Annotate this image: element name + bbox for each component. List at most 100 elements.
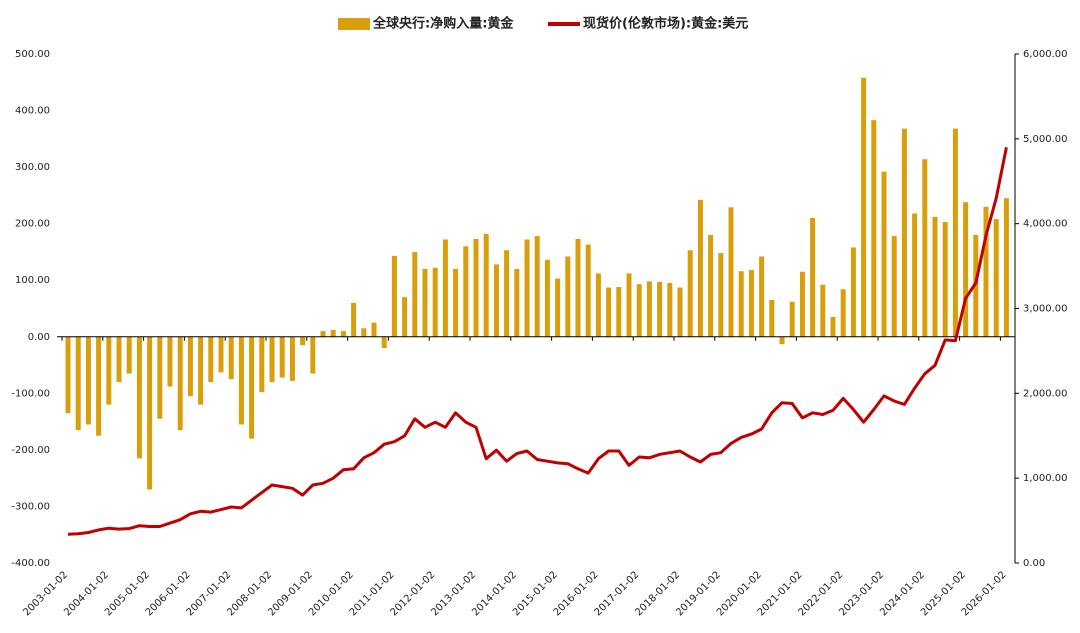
bar <box>952 128 958 337</box>
bar <box>483 233 489 337</box>
bar <box>901 128 907 337</box>
price-line <box>67 147 1008 536</box>
bar <box>524 239 530 337</box>
bar <box>289 336 295 381</box>
bar <box>320 331 326 337</box>
bar <box>922 159 928 337</box>
bar <box>636 284 642 337</box>
bar <box>677 287 683 337</box>
bar <box>963 202 969 337</box>
y-tick-label: -100.00 <box>11 388 50 399</box>
y-tick-label: -300.00 <box>11 501 50 512</box>
bar <box>810 218 816 337</box>
bar <box>799 271 805 337</box>
bar <box>983 206 989 337</box>
bar <box>973 234 979 337</box>
bar <box>595 273 601 337</box>
bar <box>330 329 336 337</box>
bar <box>65 336 71 414</box>
bar <box>728 207 734 337</box>
bar <box>75 336 81 431</box>
bar <box>646 281 652 337</box>
bar <box>861 77 867 337</box>
y2-tick-label: 0.00 <box>1023 558 1045 569</box>
bar <box>371 322 377 337</box>
bar <box>126 336 132 374</box>
bar <box>85 336 91 425</box>
legend-label: 全球央行:净购入量:黄金 <box>372 16 514 32</box>
bar <box>850 247 856 337</box>
bar <box>1003 198 1009 337</box>
bar <box>473 238 479 337</box>
y2-tick-label: 4,000.00 <box>1023 219 1068 230</box>
bar <box>779 336 785 345</box>
bar <box>667 283 673 337</box>
bar <box>932 216 938 337</box>
bar <box>381 336 387 349</box>
bar <box>442 239 448 337</box>
y2-tick-label: 5,000.00 <box>1023 134 1068 145</box>
bar <box>391 255 397 337</box>
bar <box>789 301 795 337</box>
bar <box>544 259 550 337</box>
bar <box>96 336 102 436</box>
bar <box>769 300 775 337</box>
y-tick-label: 500.00 <box>15 49 50 60</box>
bar <box>616 287 622 337</box>
bar <box>300 336 306 346</box>
bar <box>116 336 122 383</box>
y-tick-label: 200.00 <box>15 219 50 230</box>
y-tick-label: -200.00 <box>11 445 50 456</box>
bar <box>575 238 581 337</box>
bar <box>249 336 255 439</box>
bar <box>565 256 571 337</box>
bar <box>432 267 438 337</box>
y2-tick-label: 6,000.00 <box>1023 49 1068 60</box>
bar <box>697 199 703 337</box>
bar <box>208 336 214 383</box>
bar <box>585 244 591 337</box>
bar <box>422 268 428 337</box>
bar <box>279 336 285 378</box>
bar <box>840 289 846 337</box>
bar <box>187 336 193 397</box>
bar <box>738 271 744 337</box>
bar <box>871 120 877 337</box>
legend-label: 现货价(伦敦市场):黄金:美元 <box>583 16 748 32</box>
legend: 全球央行:净购入量:黄金 现货价(伦敦市场):黄金:美元 <box>338 16 748 32</box>
y2-tick-label: 1,000.00 <box>1023 473 1068 484</box>
bar <box>412 251 418 337</box>
bar <box>106 336 112 405</box>
bar <box>340 331 346 337</box>
bar <box>157 336 163 419</box>
bar <box>167 336 173 387</box>
bar <box>198 336 204 405</box>
y-tick-label: -400.00 <box>11 558 50 569</box>
bar <box>310 336 316 374</box>
y-tick-label: 0.00 <box>28 332 50 343</box>
bar <box>830 316 836 337</box>
bar <box>657 281 663 337</box>
bar <box>218 336 224 373</box>
bar <box>881 171 887 337</box>
bar <box>504 250 510 337</box>
bar <box>463 246 469 337</box>
bar <box>626 273 632 337</box>
bar <box>993 219 999 337</box>
y-tick-label: 100.00 <box>15 275 50 286</box>
y2-tick-label: 3,000.00 <box>1023 304 1068 315</box>
bar <box>891 236 897 337</box>
bar <box>177 336 183 431</box>
bar <box>136 336 142 459</box>
bar <box>708 234 714 337</box>
y-tick-label: 400.00 <box>15 106 50 117</box>
bar <box>555 278 561 337</box>
bar <box>351 302 357 337</box>
legend-swatch <box>338 18 370 30</box>
bar <box>361 328 367 337</box>
bar <box>238 336 244 425</box>
bar <box>147 336 153 490</box>
bar <box>453 268 459 337</box>
